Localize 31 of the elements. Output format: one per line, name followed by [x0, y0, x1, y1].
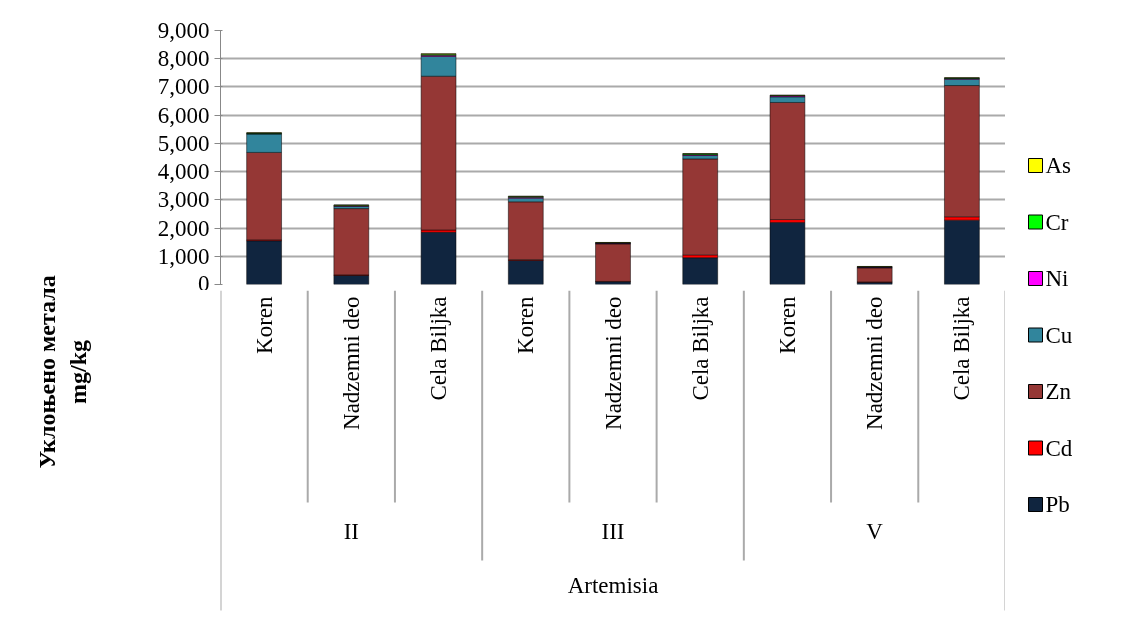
text: V [866, 519, 884, 544]
y-tick-label: 7,000 [157, 74, 210, 100]
x-tick-label: Koren [251, 296, 277, 354]
legend-label: Pb [1045, 492, 1070, 517]
y-axis-title: Уклоњено метала mg/kg [33, 275, 92, 469]
x-tick-label: Nadzemni deo [600, 296, 626, 430]
x-tick-label: Nadzemni deo [862, 296, 888, 430]
y-tick-label: 3,000 [157, 187, 210, 213]
y-tick-label: 4,000 [157, 159, 210, 185]
legend-label: Cd [1045, 435, 1073, 461]
legend-label: Ni [1045, 266, 1069, 291]
y-tick-label: 1,000 [157, 243, 210, 269]
x-tick-label: Koren [513, 296, 539, 354]
y-tick-label: 2,000 [157, 215, 210, 241]
legend-label: Cr [1045, 209, 1069, 235]
x-tick-label: Cela Biljka [687, 296, 713, 401]
x-tick-label: Cela Biljka [949, 296, 975, 401]
legend-label: Zn [1045, 379, 1072, 404]
text: II [343, 519, 359, 544]
y-tick-label: 8,000 [157, 46, 210, 72]
x-tick-label: Koren [774, 296, 800, 354]
legend-label: As [1045, 153, 1072, 178]
text: Artemisia [567, 573, 659, 598]
y-tick-label: 9,000 [157, 18, 210, 43]
x-tick-label: Cela Biljka [426, 296, 452, 401]
text: III [601, 519, 625, 544]
y-tick-label: 5,000 [157, 130, 210, 156]
y-tick-label: 6,000 [157, 102, 210, 128]
legend-label: Cu [1045, 322, 1073, 348]
y-tick-label: 0 [198, 270, 210, 296]
x-tick-label: Nadzemni deo [338, 296, 364, 430]
